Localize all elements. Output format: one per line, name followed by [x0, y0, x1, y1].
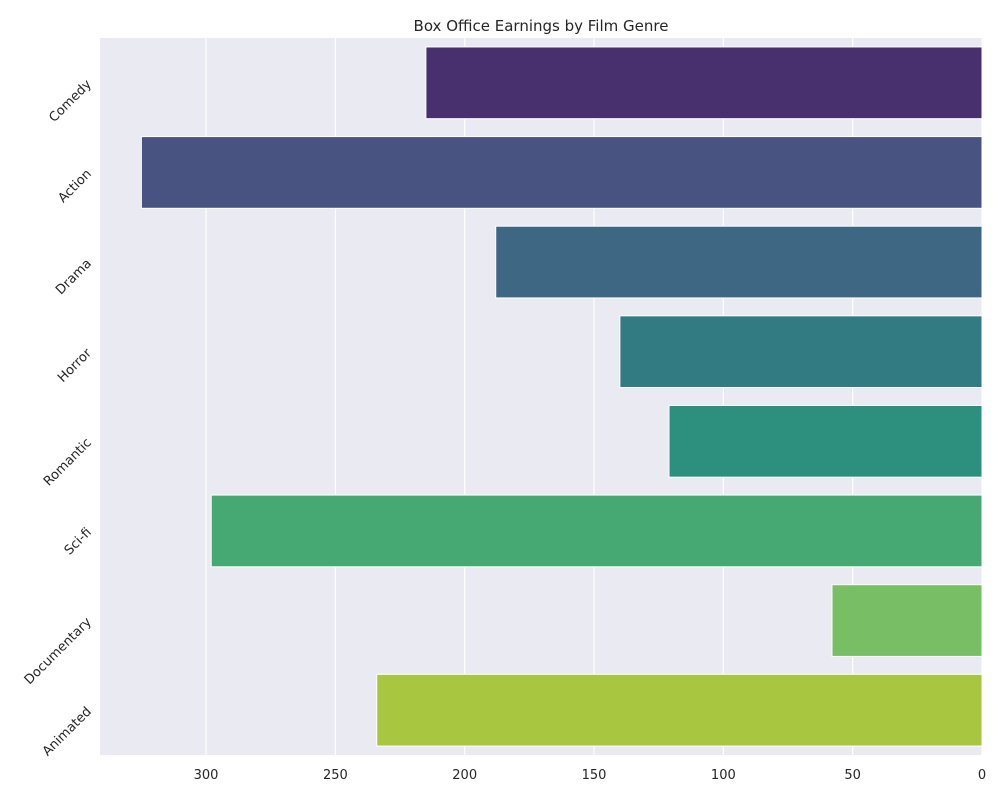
bar-action [140, 136, 983, 209]
x-tick-label: 150 [582, 768, 607, 783]
bar-sci-fi [210, 494, 983, 568]
x-tick-label: 200 [452, 768, 477, 783]
x-tick-label: 50 [844, 768, 861, 783]
bar-horror [619, 315, 983, 389]
x-tick-label: 100 [711, 768, 736, 783]
category-label: Comedy [46, 77, 95, 126]
category-labels: Comedy Action Drama Horror Romantic Sci-fi Doc… [22, 77, 96, 760]
x-tick-label: 0 [978, 768, 986, 783]
bar-drama [495, 225, 983, 299]
category-label: Documentary [22, 615, 95, 688]
bars [140, 46, 983, 747]
bar-comedy [425, 46, 983, 120]
category-label: Drama [53, 256, 95, 298]
x-tick-label: 300 [194, 768, 219, 783]
bar-romantic [668, 404, 983, 478]
category-label: Animated [40, 704, 95, 759]
x-tick-label: 250 [323, 768, 348, 783]
category-label: Romantic [41, 436, 95, 490]
x-tick-labels: 0 50 100 150 200 250 300 [194, 768, 987, 783]
bar-animated [376, 673, 983, 747]
category-label: Action [55, 167, 94, 206]
chart-title: Box Office Earnings by Film Genre [414, 17, 669, 35]
category-label: Sci-fi [62, 525, 95, 558]
category-label: Horror [55, 345, 95, 385]
bar-documentary [831, 584, 983, 657]
